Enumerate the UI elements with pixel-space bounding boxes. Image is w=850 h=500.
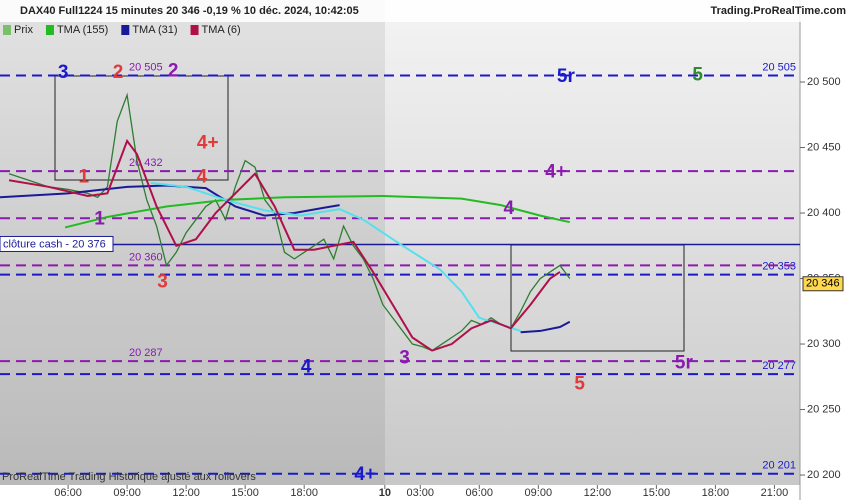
wave-label: 3 xyxy=(58,62,69,83)
last-price-tag xyxy=(802,276,844,292)
wave-label: 4+ xyxy=(197,133,219,154)
y-tick-label: 20 300 xyxy=(807,338,841,350)
wave-label: 1 xyxy=(94,209,105,230)
x-tick-label: 12:00 xyxy=(172,487,200,499)
wave-label: 4 xyxy=(504,198,515,219)
level-label: 20 505 xyxy=(129,61,163,73)
legend-entry: Prix xyxy=(14,24,33,36)
legend-entry: TMA (6) xyxy=(202,24,241,36)
price-axis xyxy=(800,0,850,500)
last-price-label: 20 346 xyxy=(806,278,840,290)
series-line xyxy=(150,181,521,332)
legend-swatch xyxy=(121,25,130,35)
wave-label: 5r xyxy=(675,353,694,374)
wave-label: 1 xyxy=(79,167,90,188)
x-tick-label: 03:00 xyxy=(407,487,435,499)
x-tick-label: 15:00 xyxy=(231,487,259,499)
wave-label: 5r xyxy=(557,66,576,87)
legend-swatch xyxy=(190,25,199,35)
source: Trading.ProRealTime.com xyxy=(710,5,846,17)
legend-swatch xyxy=(45,25,54,35)
y-tick-label: 20 250 xyxy=(807,403,841,415)
plot-background xyxy=(0,0,800,485)
x-tick-label: 09:00 xyxy=(113,487,141,499)
level-label: 20 432 xyxy=(129,157,163,169)
wave-label: 4 xyxy=(301,357,312,378)
x-tick-label: 09:00 xyxy=(525,487,553,499)
level-label: 20 277 xyxy=(762,360,796,372)
y-tick-label: 20 200 xyxy=(807,469,841,481)
header-bar xyxy=(0,0,850,22)
level-label: 20 360 xyxy=(129,251,163,263)
wave-label: 3 xyxy=(399,347,410,368)
legend-entry: TMA (155) xyxy=(57,24,108,36)
x-tick-label: 15:00 xyxy=(643,487,671,499)
wave-label: 3 xyxy=(157,271,168,292)
cash-close-tag xyxy=(0,235,114,252)
series-line xyxy=(8,138,561,352)
time-axis xyxy=(0,485,800,500)
wave-label: 2 xyxy=(113,62,124,83)
cash-close-label: clôture cash - 20 376 xyxy=(3,238,106,250)
x-tick-label: 06:00 xyxy=(466,487,494,499)
x-tick-label: 10 xyxy=(379,487,391,499)
level-label: 20 287 xyxy=(129,347,163,359)
y-tick-label: 20 450 xyxy=(807,141,841,153)
x-tick-label: 12:00 xyxy=(584,487,612,499)
y-tick-label: 20 500 xyxy=(807,76,841,88)
level-label: 20 353 xyxy=(762,261,796,273)
legend-swatch xyxy=(3,25,11,35)
x-tick-label: 18:00 xyxy=(290,487,318,499)
series-line xyxy=(64,194,571,229)
level-label: 20 505 xyxy=(762,61,796,73)
wave-label: 5 xyxy=(692,64,703,85)
chart-title: DAX40 Full1224 15 minutes 20 346 -0,19 %… xyxy=(20,5,359,17)
y-tick-label: 20 400 xyxy=(807,207,841,219)
footer: ProRealTime Trading Historique ajusté au… xyxy=(2,471,256,483)
x-tick-label: 18:00 xyxy=(702,487,730,499)
x-tick-label: 06:00 xyxy=(54,487,82,499)
x-tick-label: 21:00 xyxy=(761,487,789,499)
legend-entry: TMA (31) xyxy=(132,24,177,36)
level-label: 20 201 xyxy=(762,460,796,472)
wave-label: 4+ xyxy=(545,161,567,182)
wave-label: 2 xyxy=(168,61,179,82)
wave-label: 5 xyxy=(574,374,585,395)
wave-label: 4 xyxy=(197,167,208,188)
wave-label: 4+ xyxy=(354,464,376,485)
